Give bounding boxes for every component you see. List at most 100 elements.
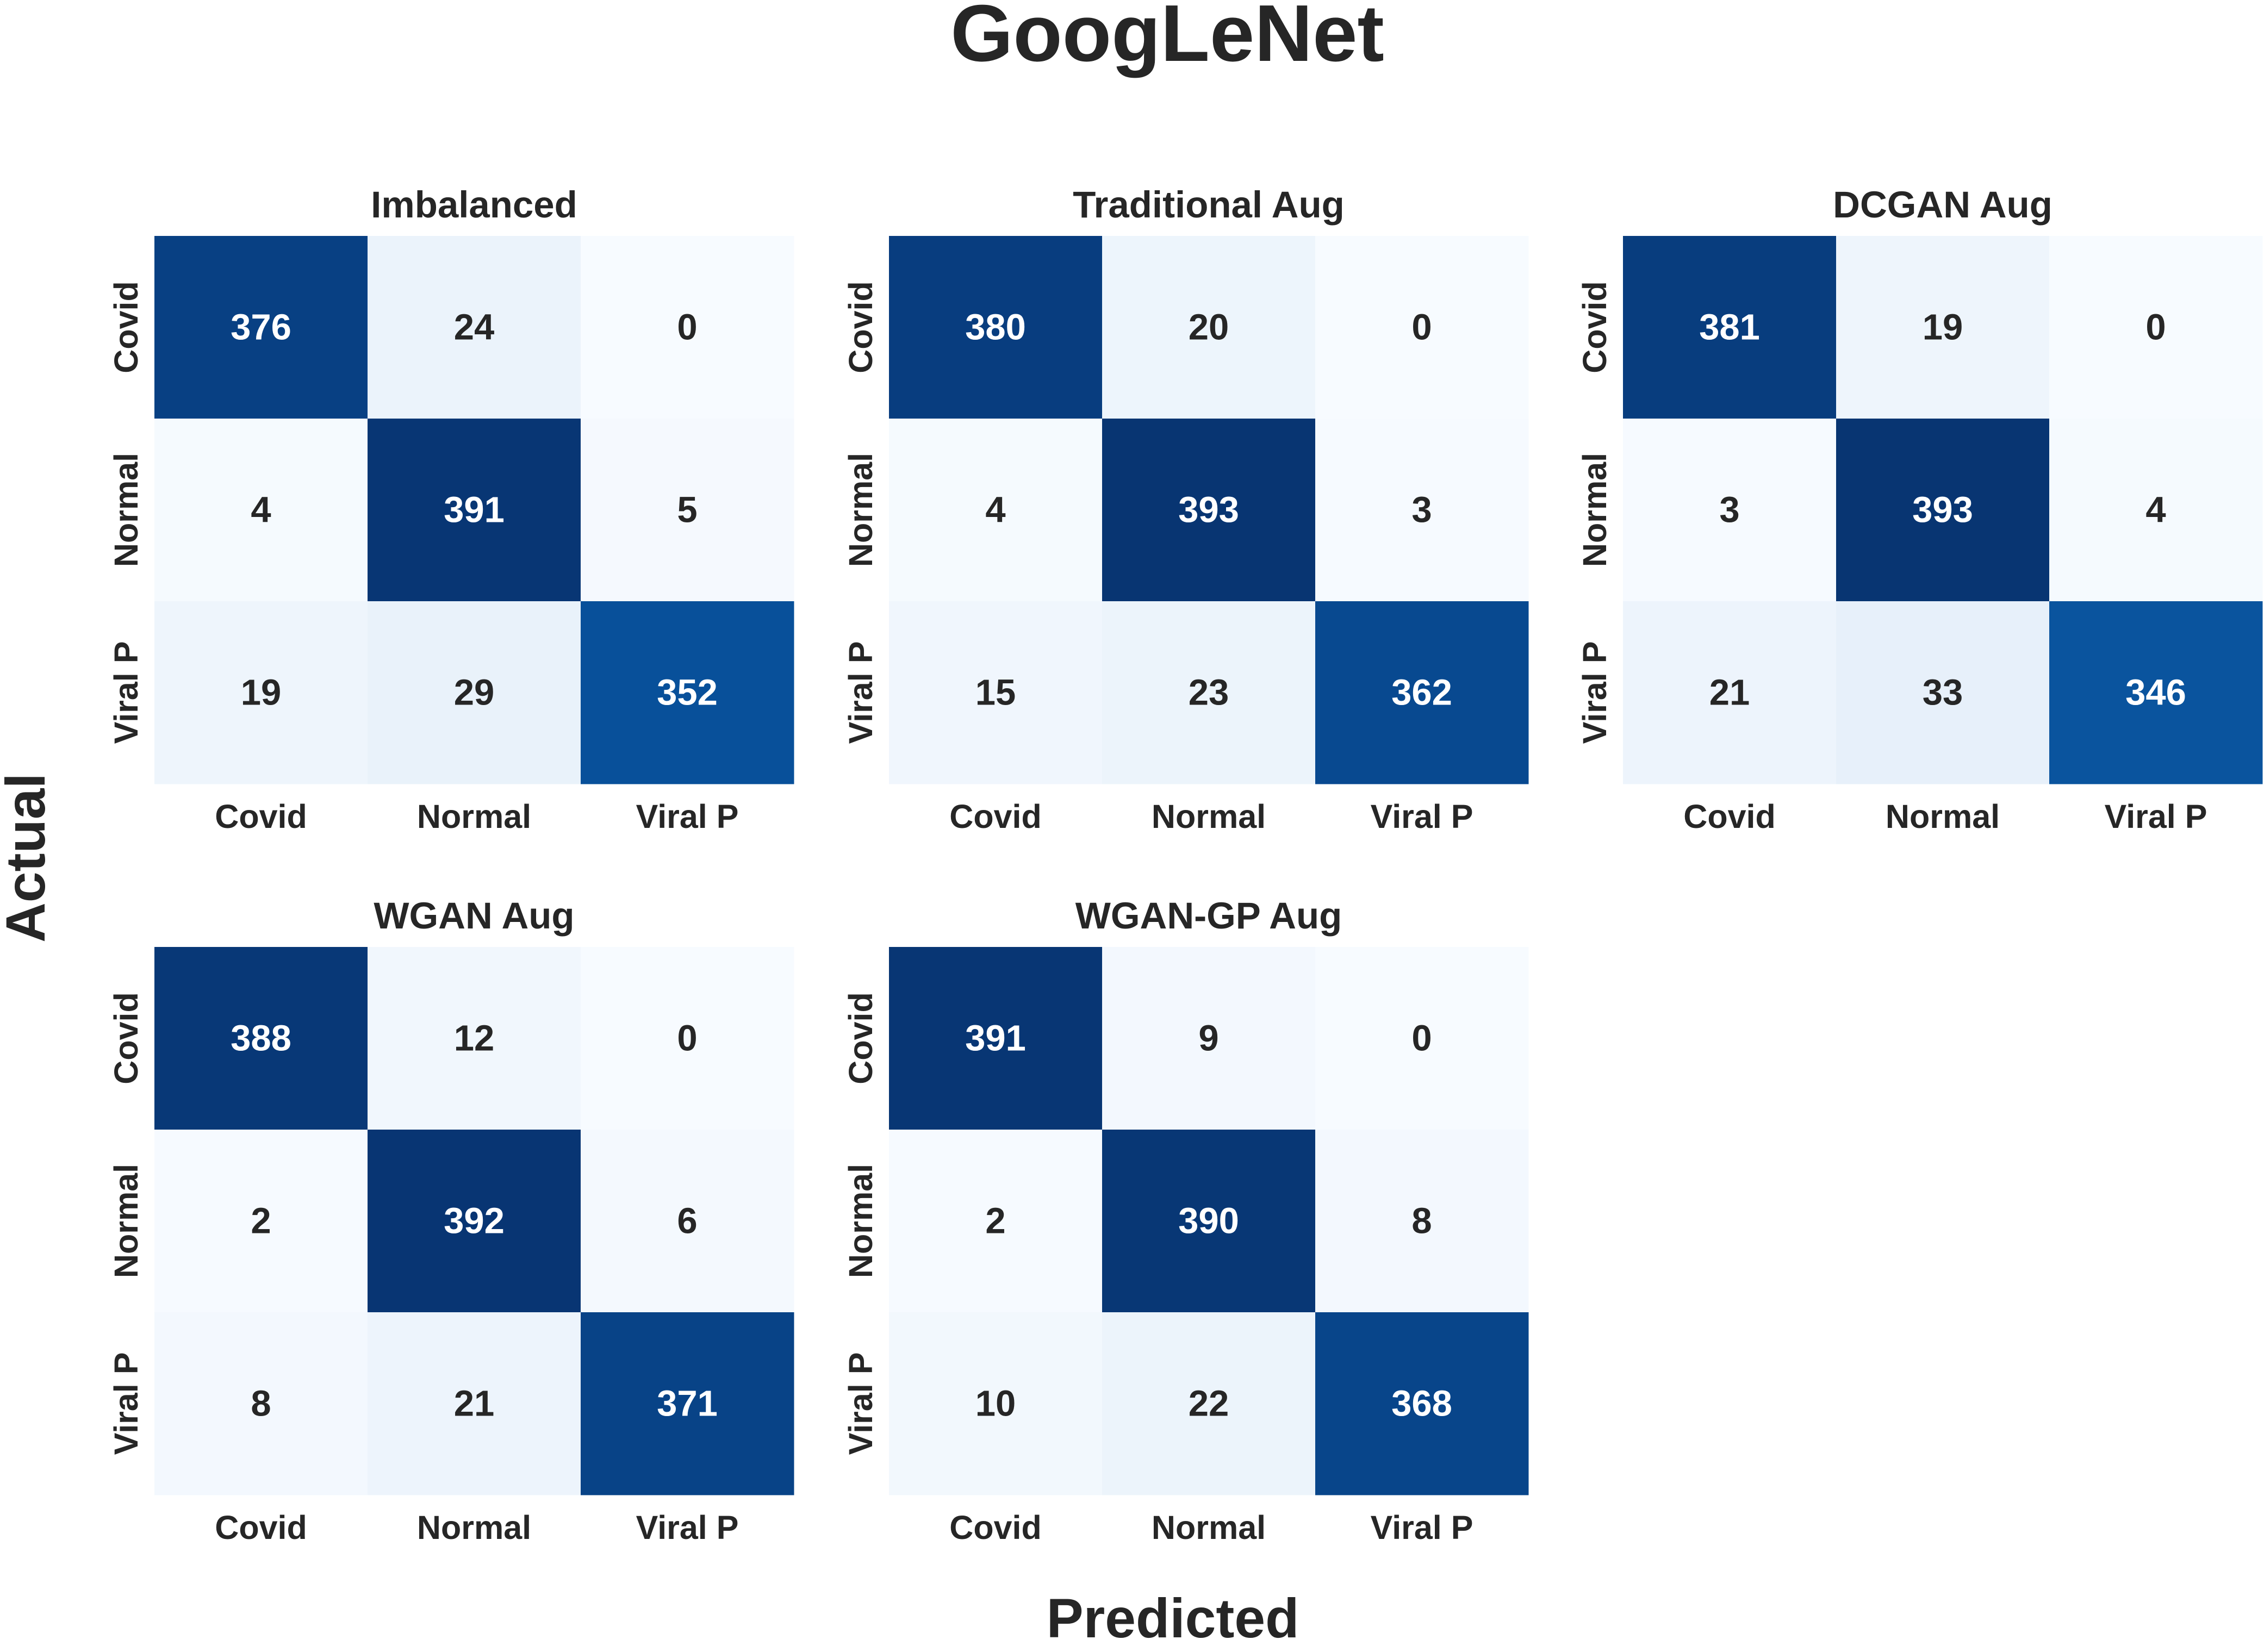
heatmap-cell [1315,1130,1529,1313]
cell-value-label: 22 [1189,1383,1229,1424]
cell-value-label: 0 [1411,1018,1432,1059]
y-tick-label: Covid [1576,281,1613,373]
heatmap-cell [368,1312,581,1495]
cell-value-label: 0 [677,307,697,348]
heatmap-cell [1315,419,1529,602]
cell-value-label: 388 [231,1018,291,1059]
cell-value-label: 3 [1411,490,1432,531]
cell-value-label: 393 [1912,490,1973,531]
heatmap-cell [1836,236,2050,419]
heatmap-cell [1623,601,1837,784]
y-tick-label: Normal [842,453,879,567]
cell-value-label: 390 [1178,1201,1239,1242]
cell-value-label: 392 [444,1201,505,1242]
heatmap-cell [889,601,1103,784]
y-tick-label: Viral P [1576,641,1613,744]
heatmap-panel: Imbalanced 376 24 0 4 391 5 19 29 352 Covid Normal V… [108,184,794,835]
heatmap-panel: WGAN Aug 388 12 0 2 392 6 8 21 371 Covid Normal Vira… [108,895,794,1546]
y-tick-label: Viral P [108,1352,145,1455]
cell-value-label: 346 [2125,672,2186,713]
heatmap-cell [581,419,794,602]
heatmap-cell [581,947,794,1130]
x-tick-label: Viral P [636,1509,739,1546]
y-tick-label: Viral P [842,641,879,744]
heatmap-cell [154,947,368,1130]
cell-value-label: 15 [975,672,1016,713]
cell-value-label: 0 [1411,307,1432,348]
cell-value-label: 8 [1411,1201,1432,1242]
heatmap-cell [1623,236,1837,419]
panel-title: Traditional Aug [1073,184,1345,226]
figure-xlabel: Predicted [1047,1587,1299,1649]
panel-title: WGAN-GP Aug [1075,895,1342,937]
cell-value-label: 0 [2145,307,2166,348]
cell-value-label: 368 [1391,1383,1452,1424]
cell-value-label: 391 [965,1018,1026,1059]
cell-value-label: 352 [657,672,718,713]
heatmap-cell [889,1312,1103,1495]
heatmap-cell [1623,419,1837,602]
heatmap-cell [1315,601,1529,784]
cell-value-label: 4 [985,490,1005,531]
cell-value-label: 19 [241,672,282,713]
y-tick-label: Normal [108,1164,145,1278]
heatmap-panel: Traditional Aug 380 20 0 4 393 3 15 23 362 Covid No… [842,184,1529,835]
heatmap-cell [1102,601,1316,784]
heatmap-cell [154,419,368,602]
heatmap-panel: WGAN-GP Aug 391 9 0 2 390 8 10 22 368 Covid Normal V… [842,895,1529,1546]
x-tick-label: Normal [417,798,531,835]
y-tick-label: Normal [1576,453,1613,567]
y-tick-label: Covid [842,992,879,1084]
heatmap-cell [1102,419,1316,602]
cell-value-label: 20 [1189,307,1229,348]
heatmap-cell [1315,236,1529,419]
heatmap-cell [154,1130,368,1313]
heatmap-cell [154,1312,368,1495]
heatmap-cell [581,1130,794,1313]
cell-value-label: 376 [231,307,291,348]
heatmap-cell [1102,1130,1316,1313]
heatmap-cell [581,601,794,784]
heatmap-cell [1102,236,1316,419]
y-tick-label: Viral P [842,1352,879,1455]
heatmap-panel: DCGAN Aug 381 19 0 3 393 4 21 33 346 Covid Normal Vi… [1576,184,2263,835]
x-tick-label: Covid [215,1509,307,1546]
heatmap-cell [1836,419,2050,602]
heatmap-cell [889,1130,1103,1313]
x-tick-label: Covid [1683,798,1775,835]
cell-value-label: 12 [454,1018,495,1059]
y-tick-label: Normal [108,453,145,567]
cell-value-label: 8 [251,1383,271,1424]
heatmap-cell [1102,947,1316,1130]
cell-value-label: 0 [677,1018,697,1059]
heatmap-cell [2049,419,2263,602]
cell-value-label: 24 [454,307,495,348]
cell-value-label: 21 [1709,672,1750,713]
heatmap-cell [581,236,794,419]
x-tick-label: Covid [949,798,1041,835]
heatmap-cell [889,419,1103,602]
x-tick-label: Normal [1152,798,1266,835]
panel-title: Imbalanced [371,184,577,226]
heatmap-cell [368,601,581,784]
heatmap-cell [1836,601,2050,784]
cell-value-label: 3 [1719,490,1739,531]
heatmap-cell [2049,601,2263,784]
cell-value-label: 2 [985,1201,1005,1242]
y-tick-label: Viral P [108,641,145,744]
cell-value-label: 4 [2145,490,2166,531]
y-tick-label: Normal [842,1164,879,1278]
heatmap-cell [368,419,581,602]
cell-value-label: 362 [1391,672,1452,713]
figure-ylabel: Actual [0,773,57,943]
heatmap-cell [368,1130,581,1313]
x-tick-label: Viral P [1371,1509,1473,1546]
x-tick-label: Normal [1152,1509,1266,1546]
heatmap-cell [581,1312,794,1495]
figure-title: GoogLeNet [950,0,1384,78]
cell-value-label: 371 [657,1383,718,1424]
cell-value-label: 4 [251,490,271,531]
x-tick-label: Covid [949,1509,1041,1546]
x-tick-label: Viral P [636,798,739,835]
